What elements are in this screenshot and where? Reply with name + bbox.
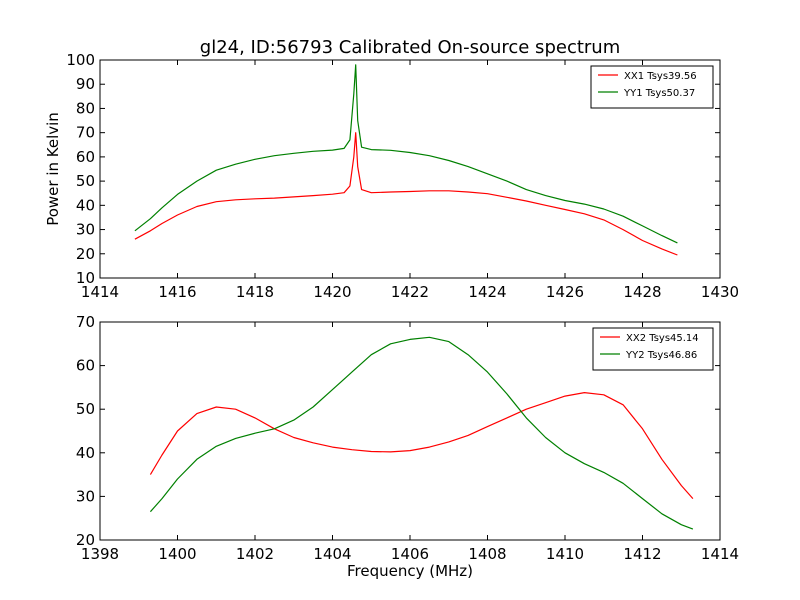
top-x-tick-label: 1414: [81, 283, 119, 301]
bottom-y-tick-label: 50: [76, 400, 95, 418]
top-x-tick-label: 1428: [623, 283, 661, 301]
bottom-x-tick-label: 1414: [701, 545, 739, 563]
top-y-axis-label: Power in Kelvin: [44, 112, 62, 226]
bottom-x-tick-label: 1400: [158, 545, 196, 563]
bottom-y-tick-label: 40: [76, 444, 95, 462]
top-y-tick-label: 20: [76, 245, 95, 263]
top-series-line-1: [134, 132, 678, 256]
bottom-legend-label-2: YY2 Tsys46.86: [625, 350, 697, 361]
bottom-legend-label-1: XX2 Tsys45.14: [626, 333, 699, 344]
bottom-x-tick-label: 1398: [81, 545, 119, 563]
top-x-tick-label: 1418: [236, 283, 274, 301]
top-plot-area: 1414 1416 1418 1420 1422 1424 1426 1428 1430 10 20…: [66, 51, 739, 301]
bottom-y-tick-label: 70: [76, 313, 95, 331]
bottom-x-tick-label: 1410: [546, 545, 584, 563]
top-chart-title: gl24, ID:56793 Calibrated On-source spec…: [200, 37, 620, 58]
top-x-tick-label: 1422: [391, 283, 429, 301]
bottom-y-tick-label: 60: [76, 357, 95, 375]
bottom-y-tick-label: 30: [76, 487, 95, 505]
bottom-legend: [592, 327, 714, 371]
top-y-tick-label: 10: [76, 269, 95, 287]
top-x-tick-label: 1426: [546, 283, 584, 301]
bottom-x-tick-label: 1408: [468, 545, 506, 563]
top-y-tick-label: 70: [76, 124, 95, 142]
bottom-x-tick-label: 1402: [236, 545, 274, 563]
top-legend-label-1: XX1 Tsys39.56: [624, 71, 697, 82]
top-x-tick-label: 1430: [701, 283, 739, 301]
bottom-x-tick-label: 1412: [623, 545, 661, 563]
top-x-tick-label: 1424: [468, 283, 506, 301]
top-x-tick-label: 1416: [158, 283, 196, 301]
bottom-x-axis-label: Frequency (MHz): [347, 562, 473, 580]
top-y-tick-label: 40: [76, 196, 95, 214]
top-y-tick-label: 30: [76, 221, 95, 239]
top-y-tick-label: 80: [76, 99, 95, 117]
bottom-plot-area: 1398 1400 1402 1404 1406 1408 1410 1412 1414 20 30…: [76, 313, 739, 563]
top-x-tick-label: 1420: [313, 283, 351, 301]
top-series-line-2: [134, 64, 678, 244]
top-y-tick-label: 100: [66, 51, 95, 69]
top-y-tick-label: 90: [76, 75, 95, 93]
bottom-x-tick-label: 1404: [313, 545, 351, 563]
bottom-series-line-1: [149, 392, 694, 499]
top-legend-label-2: YY1 Tsys50.37: [623, 88, 695, 99]
bottom-y-tick-label: 20: [76, 531, 95, 549]
top-y-tick-label: 60: [76, 148, 95, 166]
top-legend: [590, 65, 714, 109]
bottom-x-tick-label: 1406: [391, 545, 429, 563]
top-y-tick-label: 50: [76, 172, 95, 190]
bottom-series-line-2: [149, 336, 694, 530]
